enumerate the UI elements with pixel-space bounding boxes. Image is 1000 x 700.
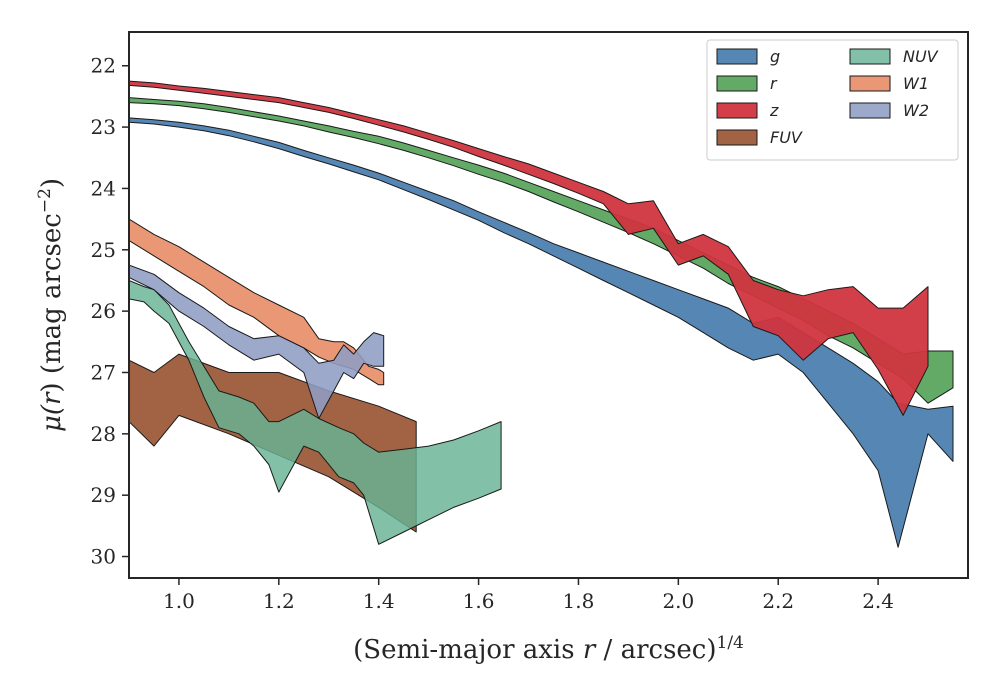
legend-label-r: r <box>770 74 778 93</box>
x-tick-label: 1.2 <box>263 589 295 613</box>
band-w2 <box>129 264 385 419</box>
band-r <box>129 97 954 404</box>
plot-frame <box>128 31 969 579</box>
legend-label-z: z <box>769 101 779 120</box>
y-tick-label: 27 <box>91 360 116 384</box>
y-tick-label: 22 <box>91 54 116 78</box>
legend-swatch-fuv <box>716 129 758 146</box>
legend-swatch-z <box>716 102 758 119</box>
legend-swatch-w1 <box>849 75 891 92</box>
x-tick-label: 2.2 <box>762 589 794 613</box>
ticks-layer: 1.0 1.2 1.4 1.6 1.8 2.0 2.2 2.4 22 23 24 25 26 27 28 29… <box>91 54 894 613</box>
band-z <box>129 80 929 416</box>
legend-label-nuv: NUV <box>903 47 939 66</box>
legend-swatch-nuv <box>849 48 891 65</box>
x-axis-title: (Semi-major axis r / arcsec)1/4 <box>353 633 744 665</box>
y-tick-label: 26 <box>91 299 116 323</box>
x-tick-label: 1.0 <box>163 589 195 613</box>
y-tick-label: 29 <box>91 483 116 507</box>
x-tick-label: 1.4 <box>363 589 395 613</box>
legend-swatch-r <box>716 75 758 92</box>
x-tick-label: 1.6 <box>463 589 495 613</box>
x-tick-label: 1.8 <box>563 589 595 613</box>
y-tick-label: 30 <box>91 545 116 569</box>
series-layer <box>129 80 954 548</box>
legend: grz FUV NUV W1 W2 <box>706 39 959 161</box>
legend-label-g: g <box>770 47 780 66</box>
band-nuv <box>129 280 502 545</box>
legend-label-w1: W1 <box>903 74 929 93</box>
y-tick-label: 24 <box>91 176 116 200</box>
y-tick-label: 25 <box>91 238 116 262</box>
legend-swatch-g <box>716 48 758 65</box>
legend-label-w2: W2 <box>903 101 929 120</box>
y-axis-title: μ(r) (mag arcsec−2) <box>35 178 67 432</box>
x-tick-label: 2.0 <box>662 589 694 613</box>
legend-box <box>706 39 959 161</box>
legend-label-fuv: FUV <box>770 128 803 147</box>
x-tick-label: 2.4 <box>862 589 894 613</box>
y-tick-label: 23 <box>91 115 116 139</box>
legend-swatch-w2 <box>849 102 891 119</box>
y-tick-label: 28 <box>91 422 116 446</box>
band-w1 <box>129 218 385 386</box>
